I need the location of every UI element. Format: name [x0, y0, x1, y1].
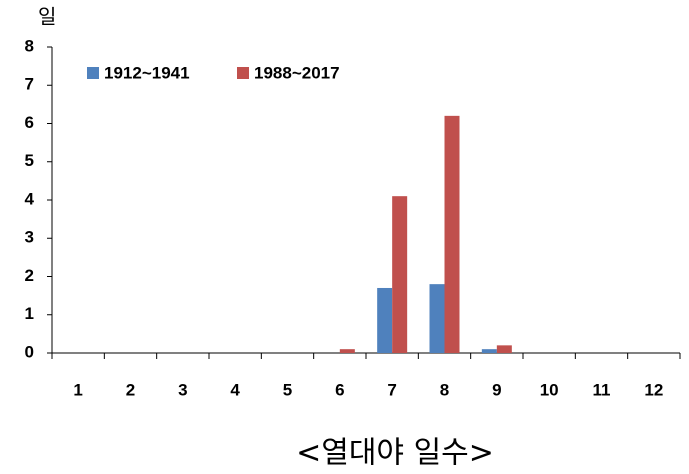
x-tick-label: 1 — [73, 380, 82, 399]
y-tick-label: 8 — [25, 36, 34, 55]
x-tick-label: 7 — [387, 380, 396, 399]
bar — [339, 349, 355, 353]
chart-title: <열대야 일수> — [296, 436, 494, 471]
x-tick-label: 11 — [593, 380, 611, 399]
y-tick-label: 2 — [25, 266, 34, 285]
y-tick-label: 1 — [25, 304, 34, 323]
legend-label: 1912~1941 — [104, 63, 190, 82]
bar — [496, 345, 512, 353]
y-tick-label: 3 — [25, 228, 34, 247]
x-tick-label: 6 — [335, 380, 344, 399]
x-tick-label: 10 — [540, 380, 559, 399]
x-tick-label: 2 — [126, 380, 135, 399]
bar — [392, 196, 408, 353]
bar — [429, 284, 445, 353]
y-axis-label: 일 — [38, 5, 56, 29]
x-tick-label: 12 — [644, 380, 663, 399]
x-tick-label: 3 — [178, 380, 187, 399]
x-tick-label: 5 — [283, 380, 292, 399]
bar — [377, 287, 393, 353]
y-tick-label: 0 — [25, 342, 34, 361]
x-tick-label: 4 — [230, 380, 240, 399]
y-tick-label: 5 — [25, 151, 34, 170]
y-tick-label: 4 — [25, 189, 35, 208]
y-tick-label: 6 — [25, 113, 34, 132]
legend-swatch — [87, 67, 99, 79]
legend-swatch — [237, 67, 249, 79]
legend-label: 1988~2017 — [254, 63, 340, 82]
x-tick-label: 9 — [492, 380, 501, 399]
y-tick-label: 7 — [25, 75, 34, 94]
bar — [444, 115, 460, 353]
bar — [481, 349, 497, 353]
x-tick-label: 8 — [440, 380, 449, 399]
